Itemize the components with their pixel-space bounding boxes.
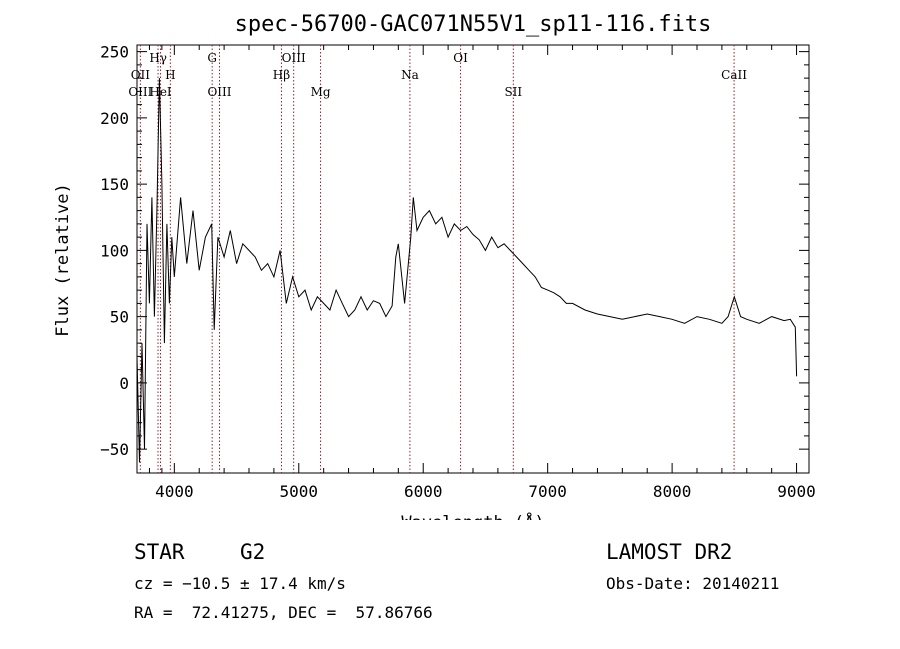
y-tick-label: 200 xyxy=(100,109,129,128)
x-tick-label: 8000 xyxy=(653,482,692,501)
y-tick-label: 50 xyxy=(110,308,129,327)
line-marker-label: Mg xyxy=(311,85,331,99)
x-tick-label: 7000 xyxy=(528,482,567,501)
observation-date: Obs-Date: 20140211 xyxy=(606,574,780,593)
line-marker-label: G xyxy=(207,51,217,65)
line-marker-label: OIII xyxy=(282,51,306,65)
line-marker-label: Hβ xyxy=(273,68,290,82)
x-tick-label: 5000 xyxy=(280,482,319,501)
x-tick-label: 4000 xyxy=(155,482,194,501)
spectrum-line xyxy=(136,78,798,463)
line-marker-label: OII xyxy=(131,68,151,82)
line-marker-label: OI xyxy=(453,51,468,65)
x-tick-label: 6000 xyxy=(404,482,443,501)
line-marker-label: OIII xyxy=(128,85,152,99)
line-marker-label: SII xyxy=(504,85,522,99)
x-tick-label: 9000 xyxy=(777,482,816,501)
line-marker-label: OIII xyxy=(207,85,231,99)
line-marker-label: H xyxy=(165,68,175,82)
line-marker-label: Na xyxy=(401,68,419,82)
x-axis-label: Wavelength (Å) xyxy=(401,511,544,520)
coordinates-readout: RA = 72.41275, DEC = 57.86766 xyxy=(134,603,433,622)
redshift-readout: cz = −10.5 ± 17.4 km/s xyxy=(134,574,346,593)
line-marker-label: HeI xyxy=(149,85,172,99)
y-tick-label: 150 xyxy=(100,175,129,194)
x-axis-ticks: 4000 5000 6000 7000 8000 9000 xyxy=(148,45,816,501)
line-marker-label: Hγ xyxy=(149,51,167,65)
survey-name: LAMOST DR2 xyxy=(606,540,733,564)
y-axis-ticks: −50 0 50 100 150 200 250 xyxy=(100,43,809,459)
y-tick-label: −50 xyxy=(100,440,129,459)
y-tick-label: 100 xyxy=(100,241,129,260)
y-tick-label: 250 xyxy=(100,43,129,62)
y-tick-label: 0 xyxy=(119,374,129,393)
y-axis-label: Flux (relative) xyxy=(53,183,73,337)
chart-title: spec-56700-GAC071N55V1_sp11-116.fits xyxy=(235,12,712,37)
object-subclass: G2 xyxy=(240,540,266,564)
line-markers xyxy=(139,45,735,473)
line-marker-label: CaII xyxy=(721,68,747,82)
object-class: STAR xyxy=(134,540,185,564)
